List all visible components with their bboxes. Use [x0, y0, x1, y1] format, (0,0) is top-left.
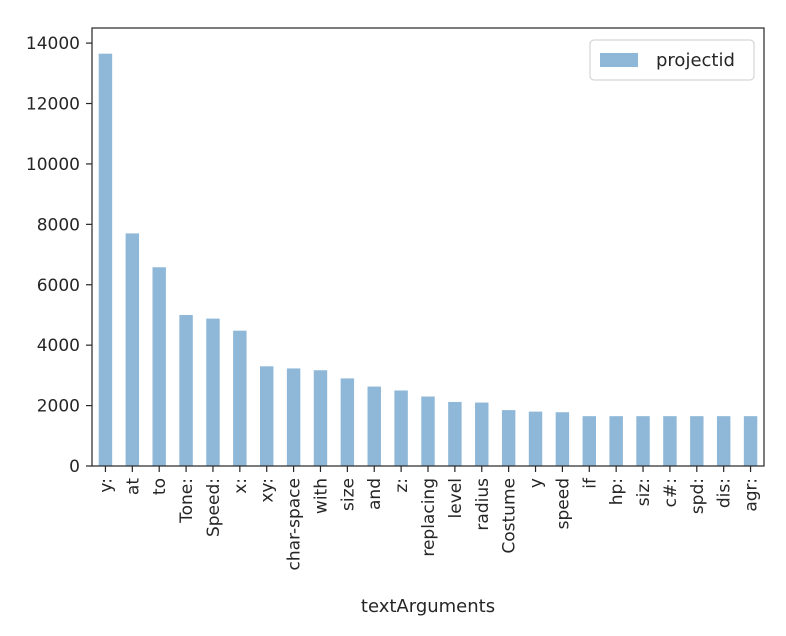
bar-15 [501, 410, 516, 466]
bar-7 [286, 368, 301, 466]
y-tick-label-5: 10000 [26, 155, 80, 175]
bar-8 [313, 370, 328, 466]
x-tick-label-16: y [527, 478, 547, 488]
legend-label: projectid [656, 50, 735, 71]
y-axis: 0 2000 4000 6000 8000 10000 12000 14000 [26, 34, 92, 477]
bars-group [98, 53, 758, 467]
bar-21 [663, 416, 677, 466]
bar-3 [179, 314, 193, 466]
x-tick-label-17: speed [553, 478, 573, 529]
legend-box [589, 39, 755, 81]
x-tick-label-24: agr: [742, 478, 762, 512]
x-tick-label-4: Speed: [204, 478, 224, 537]
x-tick-label-19: hp: [607, 478, 627, 505]
x-tick-label-11: z: [392, 478, 412, 493]
bar-9 [340, 378, 355, 466]
x-tick-label-0: y: [96, 478, 116, 493]
x-tick-label-18: if [580, 477, 600, 489]
y-tick-label-0: 0 [69, 457, 80, 477]
bar-11 [394, 390, 408, 466]
legend: projectid [589, 39, 755, 81]
y-tick-label-7: 14000 [26, 34, 80, 54]
legend-swatch [600, 53, 638, 67]
bar-10 [367, 386, 381, 466]
x-tick-label-20: siz: [634, 478, 654, 506]
x-tick-label-13: level [446, 478, 466, 518]
bar-1 [125, 233, 140, 466]
bar-18 [582, 416, 596, 466]
bar-17 [555, 412, 570, 466]
bar-23 [716, 416, 731, 466]
bar-0 [98, 53, 113, 467]
x-tick-label-14: radius [473, 478, 493, 531]
x-tick-label-23: dis: [715, 478, 735, 508]
x-axis-title: textArguments [361, 596, 495, 617]
y-tick-label-6: 12000 [26, 95, 80, 115]
bar-2 [152, 267, 166, 466]
x-tick-label-5: x: [231, 478, 251, 494]
x-tick-label-22: spd: [688, 478, 708, 514]
bar-19 [609, 416, 623, 466]
x-axis: y: at to Tone: Speed: x: xy: char-space with size… [96, 466, 762, 570]
bar-6 [260, 366, 274, 466]
x-tick-label-6: xy: [258, 478, 278, 503]
y-tick-label-1: 2000 [37, 397, 80, 417]
x-tick-label-10: and [365, 478, 385, 510]
bar-13 [448, 401, 462, 466]
x-tick-label-9: size [338, 478, 358, 511]
x-tick-label-21: c#: [661, 478, 681, 507]
x-tick-label-12: replacing [419, 478, 439, 557]
bar-20 [636, 416, 650, 466]
y-tick-label-2: 4000 [37, 336, 80, 356]
x-tick-label-1: at [123, 478, 143, 495]
bar-12 [421, 396, 435, 466]
bar-16 [528, 411, 543, 466]
bar-22 [690, 416, 704, 466]
x-tick-label-15: Costume [500, 478, 520, 554]
x-tick-label-2: to [150, 478, 170, 495]
x-tick-label-3: Tone: [177, 478, 197, 524]
y-tick-label-3: 6000 [37, 276, 80, 296]
x-tick-label-8: with [311, 478, 331, 514]
bar-4 [206, 318, 220, 466]
bar-24 [743, 416, 758, 466]
y-tick-label-4: 8000 [37, 215, 80, 235]
bar-14 [475, 402, 489, 466]
bar-5 [233, 330, 247, 466]
x-tick-label-7: char-space [285, 478, 305, 570]
